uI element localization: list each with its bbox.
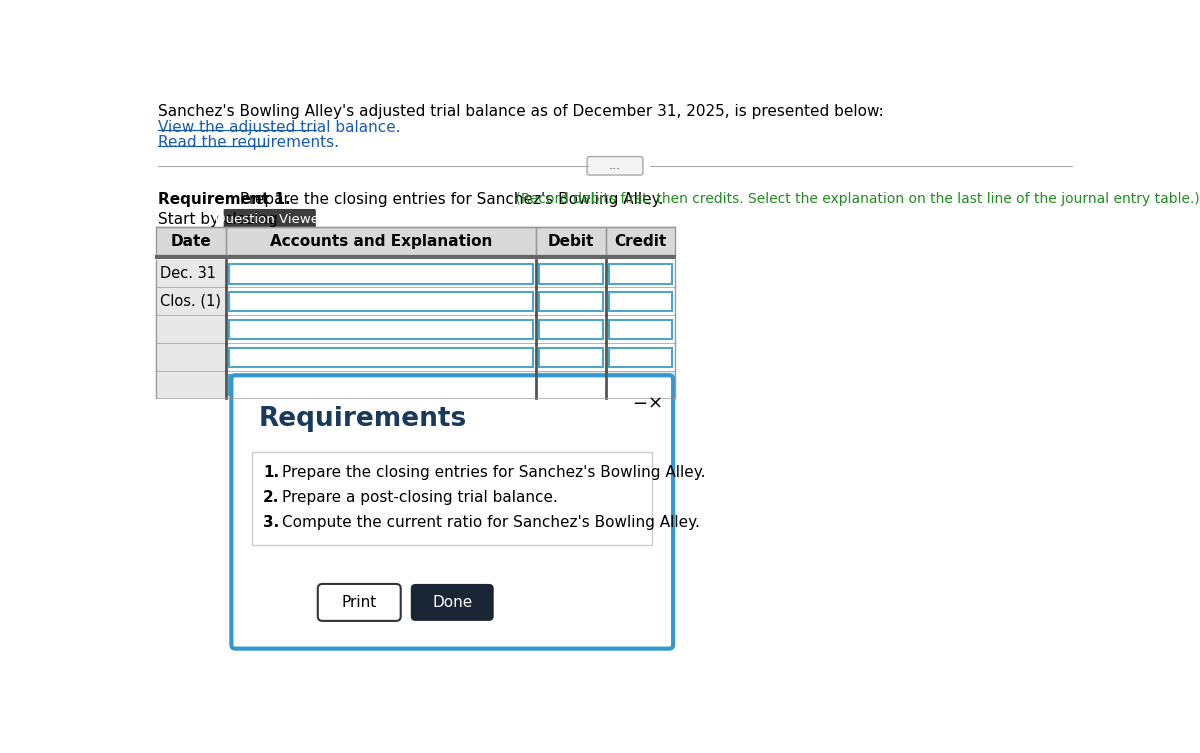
- Text: Debit: Debit: [547, 233, 594, 248]
- Bar: [229, 348, 533, 367]
- Text: Prepare the closing entries for Sanchez's Bowling Alley.: Prepare the closing entries for Sanchez'…: [235, 192, 664, 207]
- Bar: [229, 320, 533, 339]
- FancyBboxPatch shape: [410, 584, 493, 621]
- Text: Requirement 1.: Requirement 1.: [157, 192, 290, 207]
- Bar: [608, 320, 672, 339]
- Text: Date: Date: [170, 233, 211, 248]
- Text: ×: ×: [648, 395, 662, 413]
- Text: 1.: 1.: [263, 465, 280, 480]
- Bar: [156, 316, 226, 343]
- Bar: [156, 370, 226, 398]
- Text: Print: Print: [342, 595, 377, 610]
- Bar: [536, 370, 606, 398]
- Text: Credit: Credit: [614, 233, 667, 248]
- Bar: [156, 227, 676, 255]
- FancyBboxPatch shape: [318, 584, 401, 621]
- Text: View the adjusted trial balance.: View the adjusted trial balance.: [157, 120, 401, 135]
- Text: Clos. (1): Clos. (1): [160, 294, 221, 309]
- Bar: [539, 320, 602, 339]
- Text: Read the requirements.: Read the requirements.: [157, 135, 338, 150]
- Bar: [229, 375, 533, 395]
- Bar: [226, 227, 536, 255]
- Text: 3.: 3.: [263, 515, 280, 530]
- FancyBboxPatch shape: [223, 209, 316, 229]
- Bar: [536, 227, 606, 255]
- Bar: [608, 264, 672, 284]
- Text: Done: Done: [432, 595, 473, 610]
- Bar: [156, 260, 226, 288]
- Bar: [156, 227, 226, 255]
- Text: Prepare the closing entries for Sanchez's Bowling Alley.: Prepare the closing entries for Sanchez'…: [282, 465, 706, 480]
- Text: Dec. 31: Dec. 31: [160, 266, 216, 281]
- Bar: [606, 370, 676, 398]
- Text: Prepare a post-closing trial balance.: Prepare a post-closing trial balance.: [282, 490, 558, 505]
- Text: Accounts and Explanation: Accounts and Explanation: [270, 233, 492, 248]
- Bar: [539, 264, 602, 284]
- Text: Requirements: Requirements: [258, 406, 467, 432]
- Bar: [229, 264, 533, 284]
- Bar: [252, 453, 653, 544]
- Text: Question Viewer: Question Viewer: [215, 212, 324, 225]
- Bar: [156, 343, 226, 370]
- Text: Compute the current ratio for Sanchez's Bowling Alley.: Compute the current ratio for Sanchez's …: [282, 515, 700, 530]
- Bar: [608, 292, 672, 311]
- Text: Sanchez's Bowling Alley's adjusted trial balance as of December 31, 2025, is pre: Sanchez's Bowling Alley's adjusted trial…: [157, 104, 883, 119]
- Bar: [156, 288, 226, 316]
- Bar: [606, 227, 676, 255]
- Bar: [539, 292, 602, 311]
- Text: Start by closing: Start by closing: [157, 212, 277, 227]
- FancyBboxPatch shape: [587, 157, 643, 175]
- Bar: [229, 292, 533, 311]
- Text: −: −: [632, 395, 647, 413]
- Text: ...: ...: [610, 160, 622, 172]
- Bar: [539, 348, 602, 367]
- Bar: [608, 348, 672, 367]
- Text: (Record debits first, then credits. Select the explanation on the last line of t: (Record debits first, then credits. Sele…: [511, 192, 1200, 206]
- FancyBboxPatch shape: [232, 375, 673, 648]
- Text: 2.: 2.: [263, 490, 280, 505]
